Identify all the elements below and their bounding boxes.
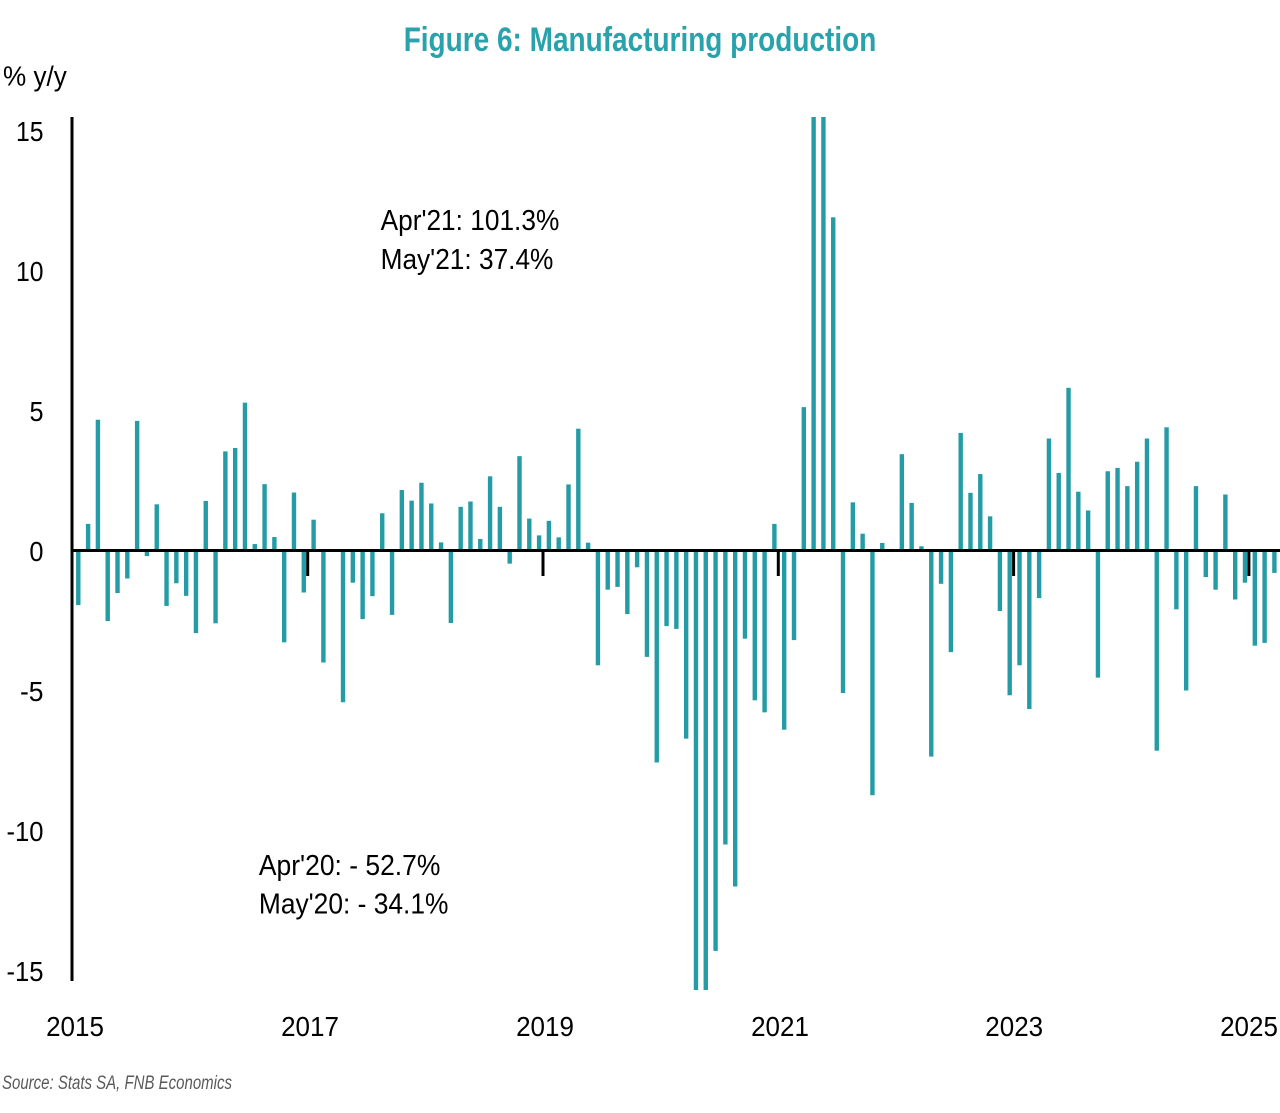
svg-text:2025: 2025 [1220,1011,1278,1042]
svg-text:0: 0 [29,536,43,567]
svg-text:-15: -15 [7,956,44,987]
svg-text:15: 15 [16,116,44,147]
svg-text:Source: Stats SA, FNB Economic: Source: Stats SA, FNB Economics [2,1073,232,1094]
svg-text:5: 5 [30,396,44,427]
svg-text:2015: 2015 [46,1011,104,1042]
svg-text:% y/y: % y/y [3,61,67,92]
svg-text:10: 10 [16,256,44,287]
svg-text:Apr'20: - 52.7%: Apr'20: - 52.7% [259,850,441,882]
svg-text:-10: -10 [7,816,44,847]
svg-text:Apr'21: 101.3%: Apr'21: 101.3% [381,205,560,237]
svg-text:May'20: - 34.1%: May'20: - 34.1% [259,889,449,921]
svg-text:Figure 6: Manufacturing produc: Figure 6: Manufacturing production [404,21,877,59]
svg-text:2017: 2017 [281,1011,339,1042]
svg-text:2021: 2021 [751,1011,809,1042]
svg-text:May'21: 37.4%: May'21: 37.4% [381,244,554,276]
svg-text:2019: 2019 [516,1011,574,1042]
svg-text:2023: 2023 [985,1011,1043,1042]
svg-text:-5: -5 [20,676,44,707]
